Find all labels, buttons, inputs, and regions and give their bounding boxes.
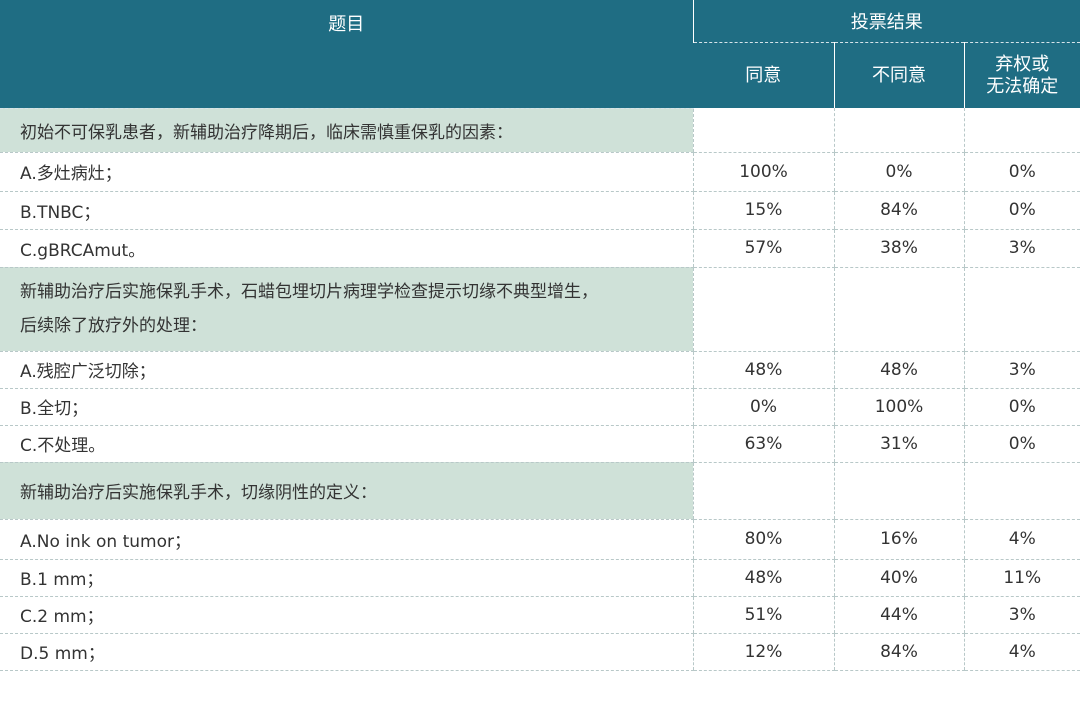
agree-value: 63%	[692, 425, 834, 463]
option-label: C.不处理。	[0, 425, 693, 463]
abstain-value: 4%	[963, 519, 1080, 560]
abstain-value: 0%	[963, 152, 1080, 192]
agree-value: 48%	[692, 351, 834, 389]
agree-value: 0%	[692, 388, 834, 426]
abstain-value: 3%	[963, 351, 1080, 389]
abstain-value: 0%	[963, 191, 1080, 230]
disagree-value: 38%	[833, 229, 964, 268]
abstain-value: 11%	[963, 559, 1080, 597]
disagree-value: 40%	[833, 559, 964, 597]
results-header: 投票结果	[692, 0, 1080, 43]
topic-header: 题目	[0, 0, 693, 109]
abstain-value: 3%	[963, 229, 1080, 268]
disagree-value: 16%	[833, 519, 964, 560]
question-2: 新辅助治疗后实施保乳手术，石蜡包埋切片病理学检查提示切缘不典型增生， 后续除了放…	[0, 267, 693, 352]
abstain-header-line1: 弃权或	[995, 53, 1050, 75]
agree-value: 100%	[692, 152, 834, 192]
disagree-value: 84%	[833, 191, 964, 230]
question-2-line1: 新辅助治疗后实施保乳手术，石蜡包埋切片病理学检查提示切缘不典型增生，	[20, 282, 598, 302]
abstain-header: 弃权或 无法确定	[963, 42, 1080, 108]
option-label: A.残腔广泛切除；	[0, 351, 693, 389]
disagree-value: 31%	[833, 425, 964, 463]
option-label: A.多灶病灶；	[0, 152, 693, 192]
agree-value: 15%	[692, 191, 834, 230]
agree-value: 80%	[692, 519, 834, 560]
vote-results-table: 题目 投票结果 同意 不同意 弃权或 无法确定 初始不可保乳患者，新辅助治疗降期…	[0, 0, 1080, 671]
disagree-value: 84%	[833, 633, 964, 671]
disagree-value: 100%	[833, 388, 964, 426]
abstain-header-line2: 无法确定	[986, 75, 1059, 97]
option-label: A.No ink on tumor；	[0, 519, 693, 560]
abstain-value: 4%	[963, 633, 1080, 671]
option-label: B.TNBC；	[0, 191, 693, 230]
disagree-value: 0%	[833, 152, 964, 192]
disagree-value: 44%	[833, 596, 964, 634]
abstain-value: 0%	[963, 425, 1080, 463]
agree-value: 57%	[692, 229, 834, 268]
agree-value: 48%	[692, 559, 834, 597]
disagree-header: 不同意	[833, 42, 964, 108]
agree-value: 12%	[692, 633, 834, 671]
question-2-line2: 后续除了放疗外的处理：	[20, 316, 207, 336]
option-label: C.gBRCAmut。	[0, 229, 693, 268]
agree-value: 51%	[692, 596, 834, 634]
question-3: 新辅助治疗后实施保乳手术，切缘阴性的定义：	[0, 462, 693, 520]
question-1: 初始不可保乳患者，新辅助治疗降期后，临床需慎重保乳的因素：	[0, 108, 693, 153]
abstain-value: 0%	[963, 388, 1080, 426]
option-label: B.全切；	[0, 388, 693, 426]
option-label: C.2 mm；	[0, 596, 693, 634]
agree-header: 同意	[693, 42, 834, 108]
abstain-value: 3%	[963, 596, 1080, 634]
option-label: D.5 mm；	[0, 633, 693, 671]
option-label: B.1 mm；	[0, 559, 693, 597]
disagree-value: 48%	[833, 351, 964, 389]
